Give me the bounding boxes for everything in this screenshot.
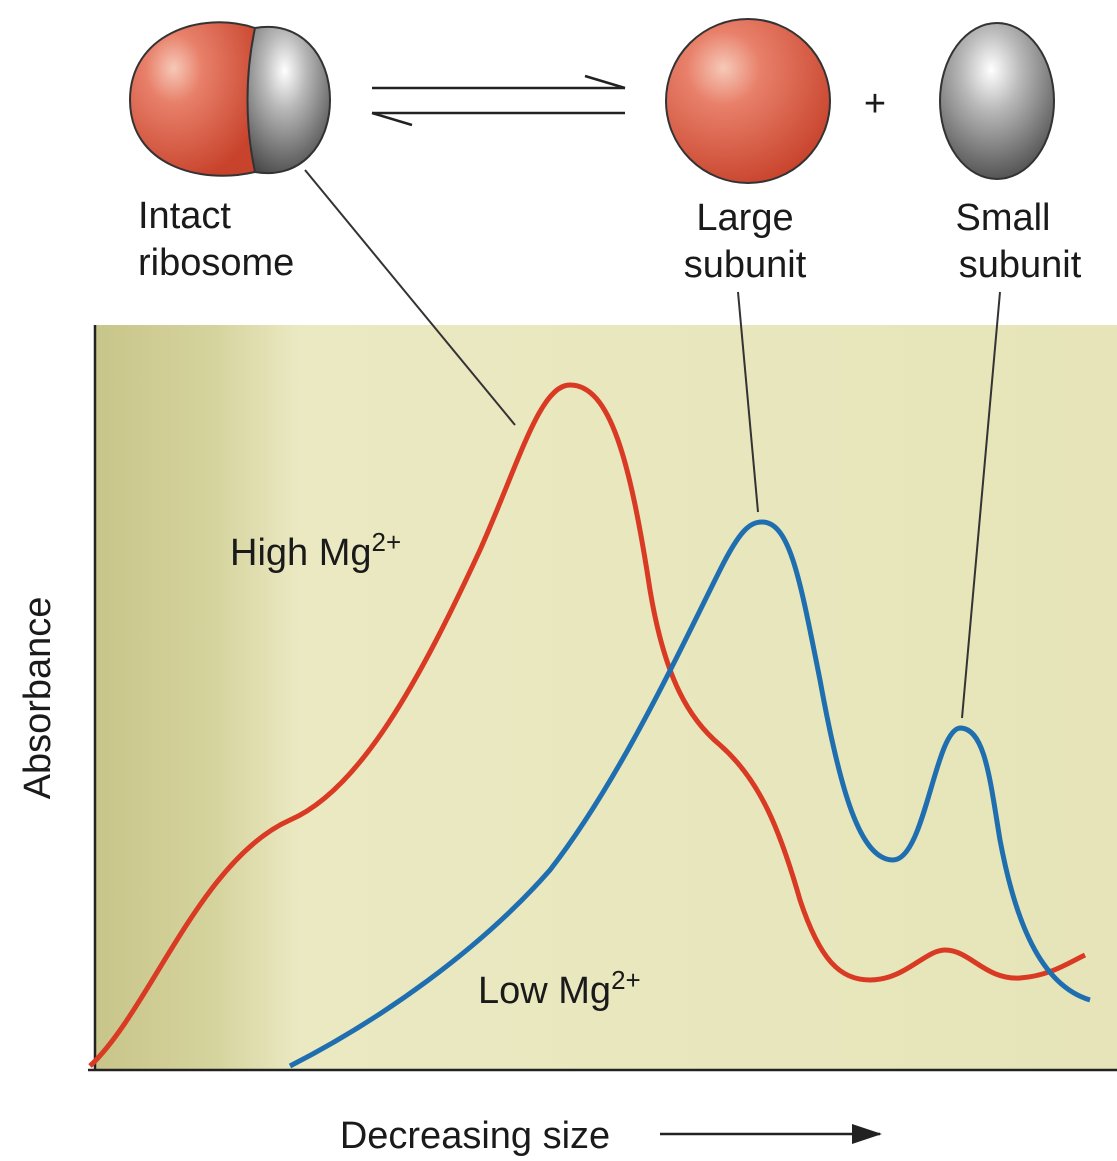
small-subunit-label: Small <box>955 197 1050 239</box>
diagram: + Intact ribosome Large subunit Small su… <box>0 0 1117 1156</box>
x-axis-arrow-head <box>852 1124 882 1144</box>
ribosome-label: ribosome <box>138 242 294 284</box>
low-mg-text: Low Mg <box>478 970 611 1012</box>
low-mg-superscript: 2+ <box>611 965 641 995</box>
high-mg-text: High Mg <box>230 532 372 574</box>
y-axis-label: Absorbance <box>17 597 59 800</box>
ribosome-large-half <box>130 22 255 175</box>
plus-sign: + <box>864 83 886 125</box>
large-subunit-label: Large <box>696 197 793 239</box>
high-mg-superscript: 2+ <box>372 527 402 557</box>
page: {"diagram": { "ribosome": {"line1": "Int… <box>0 0 1117 1156</box>
small-subunit <box>940 23 1054 179</box>
ribosome-small-half <box>248 27 331 173</box>
forward-arrow-head <box>585 76 625 88</box>
x-axis-label: Decreasing size <box>340 1115 610 1156</box>
reverse-arrow-head <box>372 113 412 125</box>
large-subunit-label: subunit <box>684 244 807 286</box>
large-subunit <box>666 19 830 183</box>
ribosome-label: Intact <box>138 195 231 237</box>
small-subunit-label: subunit <box>959 244 1082 286</box>
